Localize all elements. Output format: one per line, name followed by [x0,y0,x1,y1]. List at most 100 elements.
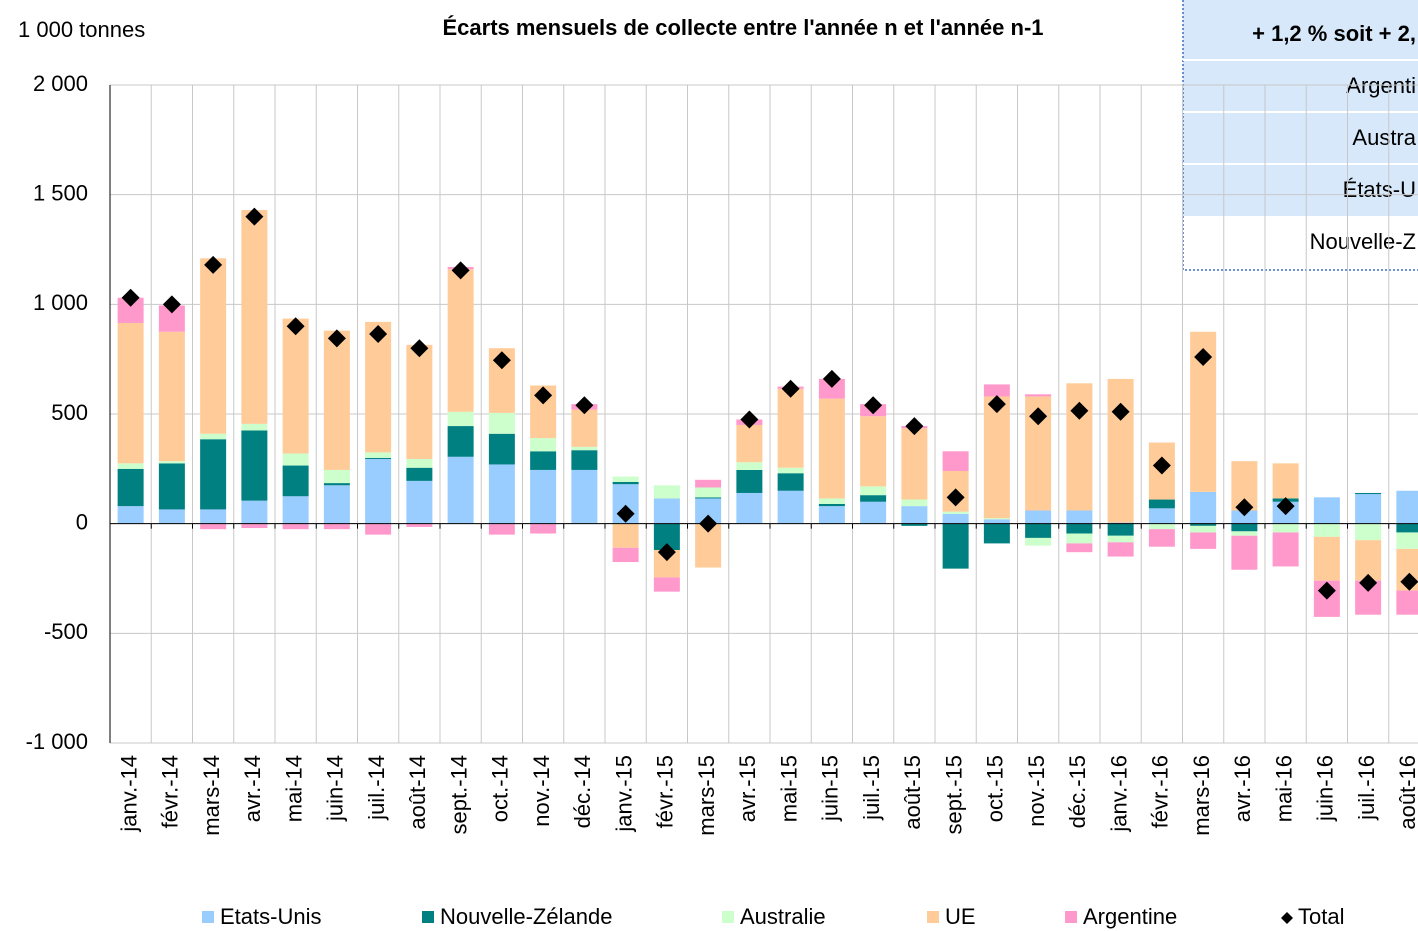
bar-segment [777,388,804,468]
bar-segment [1025,510,1052,524]
x-tick-label: juil.-15 [859,755,884,821]
total-marker [575,396,594,415]
bar-segment [983,523,1010,544]
total-marker [1111,402,1130,421]
bar-segment [1355,492,1382,495]
bar-segment [282,523,309,530]
bar-segment [406,344,433,459]
y-tick-label: 2 000 [33,71,88,96]
bar-segment [571,469,598,524]
bar-segment [612,481,639,485]
bar-segment [695,497,722,499]
x-tick-label: mai-16 [1271,755,1296,822]
x-tick-label: févr.-16 [1148,755,1173,828]
bar-segment [200,433,227,440]
bar-segment [1066,523,1093,534]
bar-segment [1313,497,1340,524]
x-tick-label: janv.-14 [116,755,141,833]
bar-segment [406,458,433,468]
x-tick-label: juin-14 [323,755,348,822]
total-marker [286,317,305,336]
legend-label: Total [1298,904,1344,929]
legend-swatch [927,911,939,923]
total-marker [492,351,511,370]
bar-segment [241,500,268,524]
bar-segment [777,467,804,474]
legend-label: Argentine [1083,904,1177,929]
bar-segment [323,330,350,470]
bar-segment [365,321,392,453]
x-tick-label: mars-16 [1189,755,1214,836]
bar-segment [530,451,557,470]
bar-segment [942,451,969,472]
total-marker [1194,347,1213,366]
bar-segment [530,523,557,534]
y-tick-label: -1 000 [26,729,88,754]
total-marker [822,369,841,388]
x-tick-label: avr.-15 [735,755,760,822]
bar-segment [282,496,309,524]
bar-segment [818,398,845,499]
total-marker [987,395,1006,414]
bar-segment [1190,491,1217,524]
total-marker [1152,456,1171,475]
y-tick-label: 1 000 [33,290,88,315]
x-tick-label: août-14 [405,755,430,830]
bar-segment [1355,494,1382,524]
legend-diamond [1281,912,1293,924]
total-marker [410,339,429,358]
bar-segment [117,463,144,469]
bar-segment [653,485,680,499]
bar-segment [200,258,227,434]
bar-segment [365,458,392,524]
bar-segment [241,523,268,529]
x-tick-label: nov.-15 [1024,755,1049,827]
bar-segment [736,424,763,463]
bar-segment [158,463,185,510]
x-tick-label: juil.-16 [1354,755,1379,821]
bar-segment [1272,523,1299,533]
x-tick-label: mai-15 [776,755,801,822]
bar-segment [612,523,639,548]
bar-segment [1107,523,1134,536]
bar-segment [736,492,763,524]
bar-segment [942,511,969,514]
total-marker [1235,498,1254,517]
bar-segment [117,322,144,464]
bar-segment [860,495,887,502]
bar-segment [241,423,268,431]
total-marker [1317,581,1336,600]
bar-segment [488,433,515,465]
total-marker [1029,407,1048,426]
bar-segment [1107,378,1134,523]
bar-segment [818,498,845,504]
total-marker [1070,401,1089,420]
bar-segment [530,438,557,452]
bar-segment [942,513,969,524]
bar-segment [983,396,1010,519]
bar-segment [653,577,680,592]
total-marker [121,288,140,307]
bar-segment [530,469,557,524]
x-tick-label: avr.-14 [240,755,265,822]
x-tick-label: août-16 [1395,755,1418,830]
total-marker [162,295,181,314]
bar-segment [901,523,928,526]
bar-segment [447,426,474,457]
x-tick-label: avr.-16 [1230,755,1255,822]
bar-segment [1148,523,1175,530]
bar-segment [818,503,845,507]
bar-segment [1107,535,1134,543]
x-tick-label: janv.-15 [611,755,636,833]
legend-swatch [202,911,214,923]
bar-segment [983,518,1010,520]
total-marker [1400,572,1418,591]
legend-label: Etats-Unis [220,904,321,929]
bar-segment [241,210,268,424]
bar-segment [1231,510,1258,524]
total-marker [451,261,470,280]
total-marker [245,207,264,226]
bar-segment [901,499,928,507]
y-tick-label: 500 [51,400,88,425]
